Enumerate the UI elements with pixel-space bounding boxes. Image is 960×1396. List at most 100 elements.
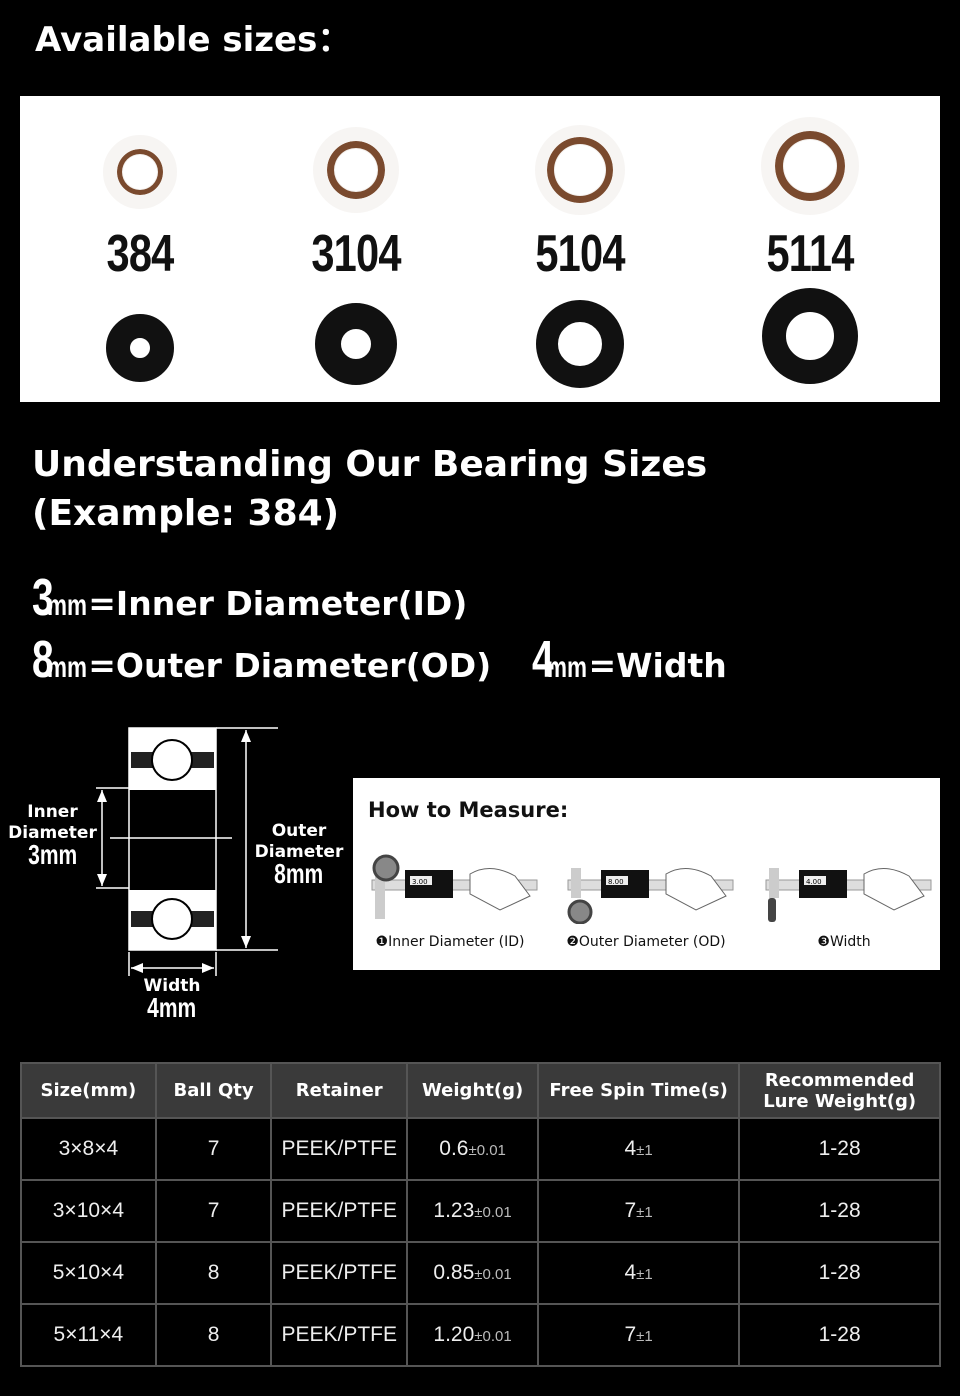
measure-title: How to Measure: <box>368 798 569 822</box>
width-label: Width 4mm <box>120 976 224 1023</box>
header-lure-weight: Recommended Lure Weight(g) <box>738 1062 941 1119</box>
outer-value: 8mm <box>274 858 324 889</box>
table-header-row: Size(mm) Ball Qty Retainer Weight(g) Fre… <box>20 1062 941 1119</box>
step-label: Outer Diameter (OD) <box>578 934 726 950</box>
spin-value: 4 <box>624 1261 637 1284</box>
black-bearing-384-image <box>106 314 174 382</box>
width-text: =Width <box>588 646 727 685</box>
spin-tolerance: ±1 <box>636 1328 653 1345</box>
outer-width-line: 8mm=Outer Diameter(OD) 4mm=Width <box>32 630 727 690</box>
measure-item-width: 4.00 ❸Width <box>749 854 939 950</box>
table-row: 5×11×4 8 PEEK/PTFE 1.20±0.01 7±1 1-28 <box>20 1303 941 1367</box>
section-heading: Understanding Our Bearing Sizes <box>32 444 708 485</box>
caliper-icon: 4.00 <box>765 868 932 922</box>
page-title: Available sizes： <box>35 20 352 60</box>
weight-tolerance: ±0.01 <box>474 1204 512 1221</box>
weight-tolerance: ±0.01 <box>474 1266 512 1283</box>
cell-lure-weight: 1-28 <box>738 1241 941 1305</box>
cell-retainer: PEEK/PTFE <box>270 1241 409 1305</box>
outer-label-2: Diameter <box>254 842 344 862</box>
header-retainer: Retainer <box>270 1062 409 1119</box>
size-label: 3104 <box>311 225 401 283</box>
cell-spin-time: 4±1 <box>536 1117 741 1181</box>
section-subheading: (Example: 384) <box>32 493 340 534</box>
caliper-icon: 8.00 <box>567 868 734 925</box>
caliper-reading: 3.00 <box>412 878 428 886</box>
caliper-icon: 3.00 <box>371 854 538 919</box>
cell-ball-qty: 7 <box>154 1117 273 1181</box>
header-lure-line1: Recommended <box>764 1069 915 1091</box>
cell-ball-qty: 8 <box>154 1303 273 1367</box>
outer-label-1: Outer <box>271 821 327 841</box>
weight-tolerance: ±0.01 <box>468 1142 506 1159</box>
cell-weight: 1.23±0.01 <box>406 1179 539 1243</box>
cell-size: 5×11×4 <box>20 1303 157 1367</box>
cell-lure-weight: 1-28 <box>738 1179 941 1243</box>
cell-weight: 0.6±0.01 <box>406 1117 539 1181</box>
black-bearing-3104-image <box>315 303 397 385</box>
black-bearing-5104-image <box>536 300 624 388</box>
measure-label: ❷Outer Diameter (OD) <box>551 934 741 950</box>
black-bearing-5114-image <box>762 288 858 384</box>
ceramic-bearing-3104-image <box>313 127 399 213</box>
weight-value: 0.85 <box>433 1261 475 1284</box>
size-label: 5104 <box>535 225 625 283</box>
inner-label-1: Inner <box>27 802 78 822</box>
width-label-text: Width <box>143 976 201 996</box>
bearing-cross-section-diagram <box>96 727 278 976</box>
outer-unit: mm <box>46 651 87 684</box>
outer-text: =Outer Diameter(OD) <box>88 646 492 685</box>
inner-text: =Inner Diameter(ID) <box>88 584 468 623</box>
measure-label: ❸Width <box>749 934 939 950</box>
specs-table: Size(mm) Ball Qty Retainer Weight(g) Fre… <box>20 1062 941 1367</box>
cell-retainer: PEEK/PTFE <box>270 1179 409 1243</box>
spin-tolerance: ±1 <box>636 1142 653 1159</box>
inner-label-2: Diameter <box>8 823 97 843</box>
weight-value: 1.20 <box>433 1323 475 1346</box>
cell-spin-time: 4±1 <box>536 1241 741 1305</box>
cell-size: 3×10×4 <box>20 1179 157 1243</box>
cell-retainer: PEEK/PTFE <box>270 1117 409 1181</box>
step-label: Width <box>829 934 871 950</box>
table-row: 3×10×4 7 PEEK/PTFE 1.23±0.01 7±1 1-28 <box>20 1179 941 1243</box>
cell-ball-qty: 8 <box>154 1241 273 1305</box>
ceramic-bearing-5114-image <box>761 117 859 215</box>
spin-value: 4 <box>624 1137 637 1160</box>
step-number: ❷ <box>566 934 579 950</box>
size-label: 5114 <box>766 225 854 283</box>
inner-diameter-label: Inner Diameter 3mm <box>0 802 105 870</box>
ceramic-bearing-5104-image <box>535 125 625 215</box>
outer-diameter-label: Outer Diameter 8mm <box>250 821 348 889</box>
how-to-measure-panel: How to Measure: 3.00 ❶Inner Diameter (ID… <box>353 778 940 970</box>
weight-value: 0.6 <box>439 1137 469 1160</box>
cell-size: 5×10×4 <box>20 1241 157 1305</box>
measure-item-outer: 8.00 ❷Outer Diameter (OD) <box>551 854 741 950</box>
cell-size: 3×8×4 <box>20 1117 157 1181</box>
weight-value: 1.23 <box>433 1199 475 1222</box>
outer-num: 8 <box>32 631 54 689</box>
measure-item-inner: 3.00 ❶Inner Diameter (ID) <box>355 854 545 950</box>
sizes-panel: 384 3104 5104 5114 <box>20 96 940 402</box>
inner-value: 3mm <box>27 839 78 870</box>
header-size: Size(mm) <box>20 1062 157 1119</box>
step-label: Inner Diameter (ID) <box>388 934 525 950</box>
inner-unit: mm <box>46 589 87 622</box>
cell-weight: 0.85±0.01 <box>406 1241 539 1305</box>
header-lure-line2: Lure Weight(g) <box>763 1090 917 1112</box>
size-label: 384 <box>106 225 174 283</box>
width-value: 4mm <box>147 992 197 1023</box>
weight-tolerance: ±0.01 <box>474 1328 512 1345</box>
measure-label: ❶Inner Diameter (ID) <box>355 934 545 950</box>
step-number: ❶ <box>375 934 389 950</box>
inner-num: 3 <box>32 569 54 627</box>
caliper-reading: 8.00 <box>608 878 624 886</box>
cell-lure-weight: 1-28 <box>738 1117 941 1181</box>
spin-tolerance: ±1 <box>636 1266 653 1283</box>
table-row: 3×8×4 7 PEEK/PTFE 0.6±0.01 4±1 1-28 <box>20 1117 941 1181</box>
cell-spin-time: 7±1 <box>536 1179 741 1243</box>
cell-ball-qty: 7 <box>154 1179 273 1243</box>
spin-value: 7 <box>624 1323 637 1346</box>
caliper-reading: 4.00 <box>806 878 822 886</box>
header-ball-qty: Ball Qty <box>154 1062 273 1119</box>
cell-weight: 1.20±0.01 <box>406 1303 539 1367</box>
